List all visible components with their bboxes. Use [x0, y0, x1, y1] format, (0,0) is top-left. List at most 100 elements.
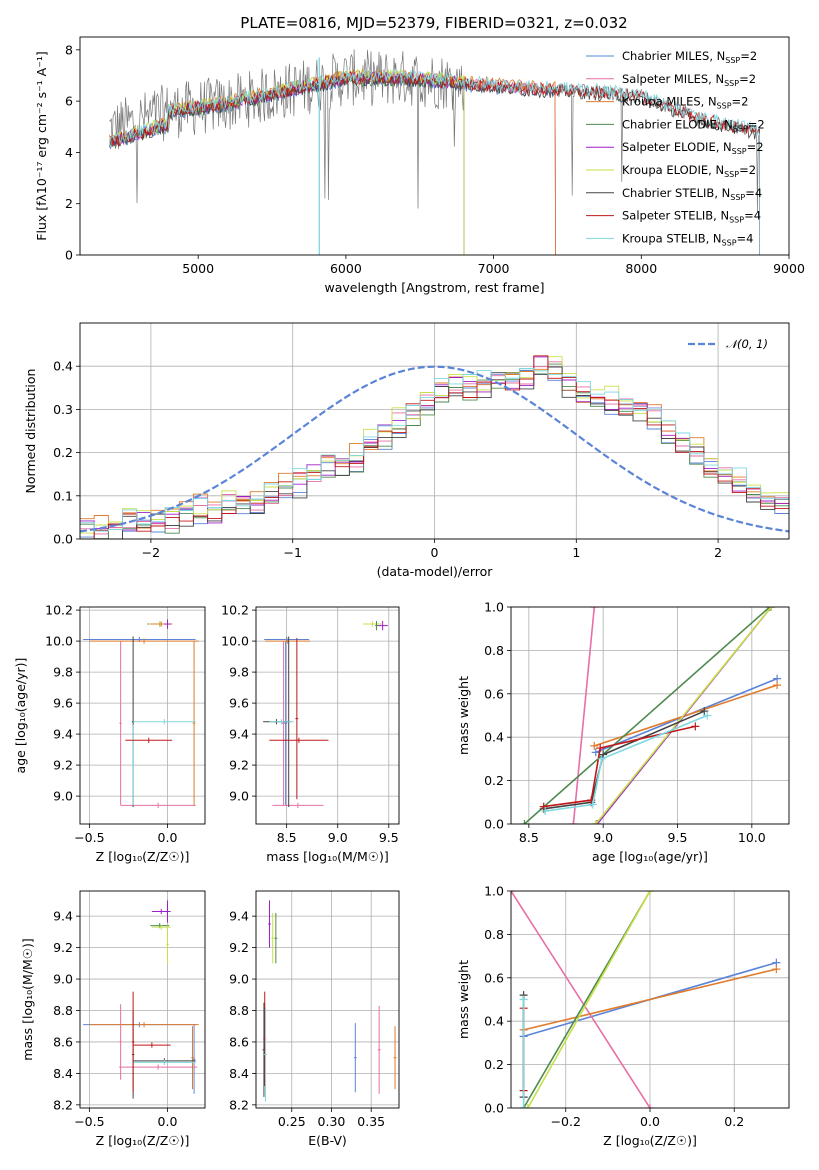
y-tick-label: 9.4 — [229, 727, 249, 742]
y-tick-label: 8.2 — [229, 1097, 249, 1112]
y-axis-label: Normed distribution — [23, 369, 38, 494]
y-tick-label: 9.2 — [53, 940, 73, 955]
y-tick-label: 9.4 — [53, 909, 73, 924]
x-axis-label: wavelength [Angstrom, rest frame] — [324, 280, 544, 295]
mass-weight-line — [545, 714, 708, 812]
y-tick-label: 10.0 — [221, 634, 249, 649]
age-vs-metallicity-panel: −0.5 0.0 9.0 9.2 9.4 9.6 9.8 10.0 10.2 Z [log₁₀(Z… — [13, 603, 206, 864]
x-tick-label: 8000 — [625, 261, 657, 276]
x-tick-label: 0.0 — [158, 1114, 178, 1129]
mass-weight-marker — [599, 750, 608, 759]
x-tick-label: 0.0 — [640, 1114, 660, 1129]
x-tick-label: 6000 — [330, 261, 362, 276]
y-axis-label: mass [log₁₀(M/M☉)] — [20, 938, 35, 1060]
legend-label: Salpeter STELIB, NSSP=4 — [622, 209, 761, 225]
y-tick-label: 10.0 — [45, 634, 73, 649]
y-tick-label: 1.0 — [484, 884, 504, 899]
mass-weight-marker — [519, 995, 528, 1004]
y-tick-label: 8.6 — [229, 1034, 249, 1049]
y-tick-label: 0.4 — [53, 359, 73, 374]
axes-frame — [79, 322, 790, 540]
mass-weight-marker — [539, 802, 548, 811]
y-tick-label: 0.2 — [484, 1057, 504, 1072]
mass-weight-marker — [569, 820, 578, 824]
x-axis-label: mass [log₁₀(M/M☉)] — [266, 849, 388, 864]
x-tick-label: 0 — [431, 545, 439, 560]
model-spectrum-line — [109, 68, 556, 255]
mass-weight-marker — [772, 965, 781, 974]
mass-weight-line — [511, 891, 651, 1108]
x-axis-label: Z [log₁₀(Z/Z☉)] — [96, 1133, 190, 1148]
x-axis-label: (data-model)/error — [377, 564, 494, 579]
y-axis-label: mass weight — [456, 960, 471, 1039]
y-tick-label: 0.8 — [484, 643, 504, 658]
mass-weight-vs-metallicity-panel: −0.2 0.0 0.2 0.0 0.2 0.4 0.6 0.8 1.0 Z [log₁₀(Z/Z… — [456, 884, 790, 1148]
y-tick-label: 9.6 — [229, 696, 249, 711]
y-tick-label: 2 — [65, 196, 73, 211]
y-tick-label: 9.2 — [53, 758, 73, 773]
y-tick-label: 9.0 — [229, 789, 249, 804]
residual-histogram-step — [80, 366, 789, 539]
mass-weight-marker — [523, 1104, 532, 1108]
mass-weight-vs-age-panel: 8.5 9.0 9.5 10.0 0.0 0.2 0.4 0.6 0.8 1.0 age [log₁… — [456, 600, 790, 864]
y-axis-label: Flux [fλ10⁻¹⁷ erg cm⁻² s⁻¹ A⁻¹] — [34, 51, 49, 240]
y-tick-label: 0.2 — [53, 445, 73, 460]
x-axis-label: age [log₁₀(age/yr)] — [592, 849, 708, 864]
y-tick-label: 1.0 — [484, 600, 504, 615]
y-tick-label: 9.2 — [229, 758, 249, 773]
x-tick-label: 1 — [572, 545, 580, 560]
mass-weight-marker — [591, 748, 600, 757]
x-tick-label: 9.0 — [593, 830, 613, 845]
age-vs-mass-panel: 8.5 9.0 9.5 9.0 9.2 9.4 9.6 9.8 10.0 10.2 mass [lo… — [221, 603, 400, 864]
mass-weight-line — [523, 607, 771, 824]
y-tick-label: 10.2 — [45, 603, 73, 618]
residual-histogram-step — [80, 355, 789, 539]
x-axis-label: Z [log₁₀(Z/Z☉)] — [603, 1133, 697, 1148]
x-tick-label: 0.25 — [278, 1114, 306, 1129]
legend-label: Salpeter MILES, NSSP=2 — [622, 72, 756, 88]
x-tick-label: −0.5 — [74, 830, 104, 845]
x-tick-label: −2 — [142, 545, 160, 560]
mass-weight-marker — [597, 754, 606, 763]
y-tick-label: 9.0 — [53, 972, 73, 987]
y-tick-label: 8.8 — [53, 1003, 73, 1018]
mass-weight-marker — [590, 607, 599, 611]
y-tick-label: 8.6 — [53, 1034, 73, 1049]
x-tick-label: 9.5 — [379, 830, 399, 845]
y-tick-label: 0.0 — [484, 1101, 504, 1116]
figure-title: PLATE=0816, MJD=52379, FIBERID=0321, z=0… — [240, 14, 627, 32]
y-tick-label: 8.4 — [53, 1066, 73, 1081]
residual-histogram-step — [80, 368, 789, 532]
y-tick-label: 6 — [65, 94, 73, 109]
legend-label: Chabrier STELIB, NSSP=4 — [622, 186, 762, 202]
mass-weight-marker — [588, 800, 597, 809]
legend-label: Salpeter ELODIE, NSSP=2 — [622, 140, 764, 156]
axes-frame — [510, 890, 790, 1109]
mass-vs-ebv-panel: 0.25 0.30 0.35 8.2 8.4 8.6 8.8 9.0 9.2 9.4 E(B-V) — [229, 890, 400, 1148]
mass-weight-marker — [591, 820, 600, 824]
mass-weight-marker — [646, 1104, 654, 1108]
axes-frame — [79, 890, 206, 1109]
axes-frame — [79, 606, 206, 825]
y-tick-label: 9.8 — [229, 665, 249, 680]
y-tick-label: 0 — [65, 248, 73, 263]
mass-weight-marker — [773, 681, 782, 690]
y-tick-label: 0.4 — [484, 730, 504, 745]
axes-frame — [79, 36, 790, 256]
legend-label: Kroupa ELODIE, NSSP=2 — [622, 163, 756, 179]
mass-weight-line — [527, 891, 651, 1108]
axes-frame — [255, 606, 400, 825]
x-tick-label: 9.5 — [668, 830, 688, 845]
y-tick-label: 9.0 — [229, 972, 249, 987]
legend-label: Kroupa STELIB, NSSP=4 — [622, 231, 753, 247]
legend-label: Chabrier MILES, NSSP=2 — [622, 49, 757, 65]
mass-weight-marker — [767, 607, 776, 611]
x-tick-label: −0.2 — [551, 1114, 581, 1129]
x-tick-label: 9000 — [773, 261, 805, 276]
model-spectrum-line — [109, 73, 556, 255]
y-tick-label: 8.2 — [53, 1097, 73, 1112]
residual-histogram-panel: −2 −1 0 1 2 0.0 0.1 0.2 0.3 0.4 (data-model)/error… — [23, 322, 790, 579]
mass-weight-marker — [646, 891, 654, 895]
y-tick-label: 0.6 — [484, 970, 504, 985]
